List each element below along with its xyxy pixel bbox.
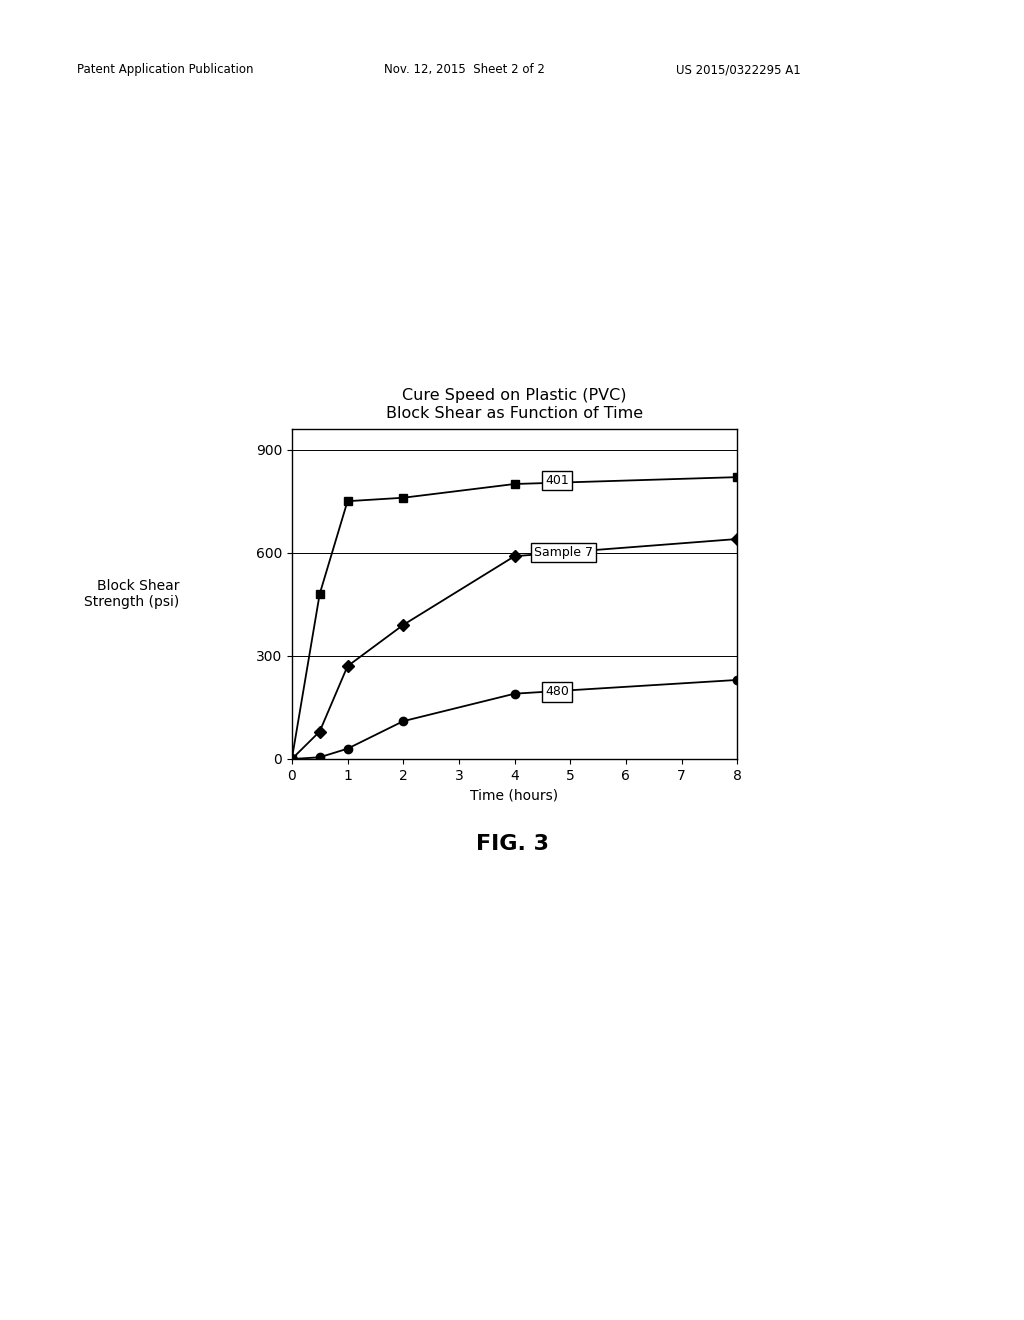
Text: FIG. 3: FIG. 3: [475, 834, 549, 854]
Text: Nov. 12, 2015  Sheet 2 of 2: Nov. 12, 2015 Sheet 2 of 2: [384, 63, 545, 77]
Title: Cure Speed on Plastic (PVC)
Block Shear as Function of Time: Cure Speed on Plastic (PVC) Block Shear …: [386, 388, 643, 421]
Text: Sample 7: Sample 7: [535, 546, 593, 560]
Text: 480: 480: [545, 685, 569, 698]
Text: 401: 401: [545, 474, 569, 487]
Text: Patent Application Publication: Patent Application Publication: [77, 63, 253, 77]
Text: US 2015/0322295 A1: US 2015/0322295 A1: [676, 63, 801, 77]
X-axis label: Time (hours): Time (hours): [470, 788, 559, 803]
Y-axis label: Block Shear
Strength (psi): Block Shear Strength (psi): [84, 579, 179, 609]
